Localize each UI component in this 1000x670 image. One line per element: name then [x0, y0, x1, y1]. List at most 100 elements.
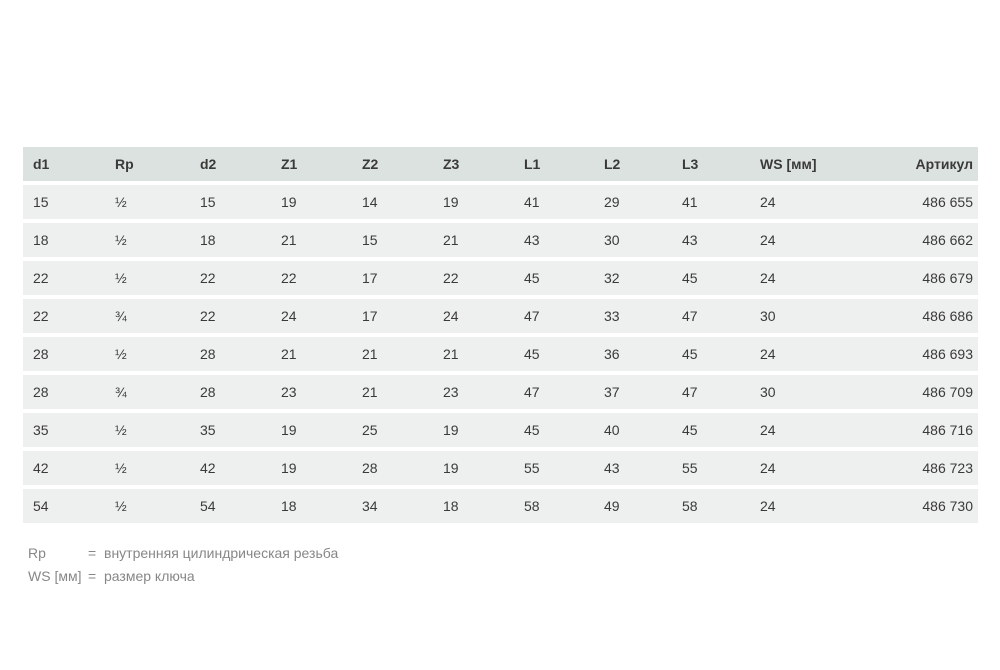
cell-z2: 15	[352, 223, 433, 257]
cell-l1: 47	[514, 375, 594, 409]
cell-rp: ¾	[105, 299, 190, 333]
table-row: 35 ½ 35 19 25 19 45 40 45 24 486 716	[23, 413, 978, 447]
legend-equals: =	[88, 567, 97, 584]
cell-l3: 47	[672, 375, 750, 409]
cell-z3: 23	[433, 375, 514, 409]
cell-артикул: 486 716	[860, 413, 978, 447]
cell-l1: 55	[514, 451, 594, 485]
table-row: 42 ½ 42 19 28 19 55 43 55 24 486 723	[23, 451, 978, 485]
cell-l3: 47	[672, 299, 750, 333]
column-header-артикул: Артикул	[860, 147, 978, 181]
table-row: 28 ½ 28 21 21 21 45 36 45 24 486 693	[23, 337, 978, 371]
cell-z3: 21	[433, 223, 514, 257]
cell-z1: 19	[271, 451, 352, 485]
cell-z2: 28	[352, 451, 433, 485]
cell-z2: 34	[352, 489, 433, 523]
cell-артикул: 486 679	[860, 261, 978, 295]
cell-d2: 15	[190, 185, 271, 219]
cell-l2: 49	[594, 489, 672, 523]
legend-item: Rp = внутренняя цилиндрическая резьба	[28, 541, 338, 564]
legend-equals: =	[88, 544, 97, 561]
cell-артикул: 486 709	[860, 375, 978, 409]
cell-ws-[мм]: 24	[750, 413, 860, 447]
cell-rp: ¾	[105, 375, 190, 409]
cell-z2: 17	[352, 261, 433, 295]
cell-rp: ½	[105, 223, 190, 257]
cell-d1: 54	[23, 489, 105, 523]
cell-z1: 24	[271, 299, 352, 333]
cell-артикул: 486 655	[860, 185, 978, 219]
cell-d1: 28	[23, 337, 105, 371]
legend-term: Rp	[28, 544, 46, 561]
cell-l2: 37	[594, 375, 672, 409]
cell-d1: 18	[23, 223, 105, 257]
cell-l2: 43	[594, 451, 672, 485]
cell-l1: 47	[514, 299, 594, 333]
cell-z3: 21	[433, 337, 514, 371]
cell-ws-[мм]: 24	[750, 337, 860, 371]
cell-l2: 30	[594, 223, 672, 257]
cell-артикул: 486 723	[860, 451, 978, 485]
cell-d2: 54	[190, 489, 271, 523]
column-header-l2: L2	[594, 147, 672, 181]
cell-ws-[мм]: 24	[750, 451, 860, 485]
cell-z3: 19	[433, 451, 514, 485]
cell-d2: 28	[190, 337, 271, 371]
cell-l2: 40	[594, 413, 672, 447]
cell-rp: ½	[105, 261, 190, 295]
legend: Rp = внутренняя цилиндрическая резьба WS…	[28, 541, 338, 587]
column-header-z3: Z3	[433, 147, 514, 181]
cell-z1: 21	[271, 223, 352, 257]
cell-ws-[мм]: 24	[750, 223, 860, 257]
cell-ws-[мм]: 30	[750, 299, 860, 333]
table-header-row: d1 Rp d2 Z1 Z2 Z3 L1 L2 L3 WS [мм] Артикул	[23, 147, 978, 181]
cell-z1: 21	[271, 337, 352, 371]
cell-rp: ½	[105, 489, 190, 523]
table-row: 54 ½ 54 18 34 18 58 49 58 24 486 730	[23, 489, 978, 523]
cell-d1: 22	[23, 299, 105, 333]
cell-артикул: 486 693	[860, 337, 978, 371]
cell-l3: 55	[672, 451, 750, 485]
cell-d1: 22	[23, 261, 105, 295]
cell-z2: 21	[352, 337, 433, 371]
cell-rp: ½	[105, 413, 190, 447]
cell-rp: ½	[105, 451, 190, 485]
cell-артикул: 486 662	[860, 223, 978, 257]
cell-z2: 17	[352, 299, 433, 333]
cell-l1: 41	[514, 185, 594, 219]
cell-d2: 18	[190, 223, 271, 257]
cell-ws-[мм]: 24	[750, 261, 860, 295]
cell-z2: 21	[352, 375, 433, 409]
cell-l1: 45	[514, 337, 594, 371]
cell-l2: 29	[594, 185, 672, 219]
cell-ws-[мм]: 30	[750, 375, 860, 409]
cell-d2: 35	[190, 413, 271, 447]
cell-l1: 45	[514, 413, 594, 447]
cell-l1: 58	[514, 489, 594, 523]
cell-z3: 24	[433, 299, 514, 333]
table-body: 15 ½ 15 19 14 19 41 29 41 24 486 655 18 ½ 18 21 15 21 43 3…	[23, 185, 978, 523]
table-row: 22 ½ 22 22 17 22 45 32 45 24 486 679	[23, 261, 978, 295]
cell-d1: 35	[23, 413, 105, 447]
column-header-d2: d2	[190, 147, 271, 181]
legend-definition: внутренняя цилиндрическая резьба	[104, 544, 339, 561]
cell-z1: 19	[271, 413, 352, 447]
dimensions-table: d1 Rp d2 Z1 Z2 Z3 L1 L2 L3 WS [мм] Артикул 15 ½ 15 19…	[23, 143, 978, 527]
cell-z1: 22	[271, 261, 352, 295]
cell-z3: 18	[433, 489, 514, 523]
column-header-rp: Rp	[105, 147, 190, 181]
column-header-d1: d1	[23, 147, 105, 181]
cell-d2: 42	[190, 451, 271, 485]
cell-z1: 18	[271, 489, 352, 523]
cell-l1: 43	[514, 223, 594, 257]
cell-rp: ½	[105, 337, 190, 371]
cell-d1: 15	[23, 185, 105, 219]
column-header-ws-[мм]: WS [мм]	[750, 147, 860, 181]
cell-z3: 19	[433, 413, 514, 447]
column-header-l1: L1	[514, 147, 594, 181]
column-header-z1: Z1	[271, 147, 352, 181]
faded-product-image-area	[0, 0, 1000, 140]
cell-l2: 33	[594, 299, 672, 333]
cell-d1: 42	[23, 451, 105, 485]
